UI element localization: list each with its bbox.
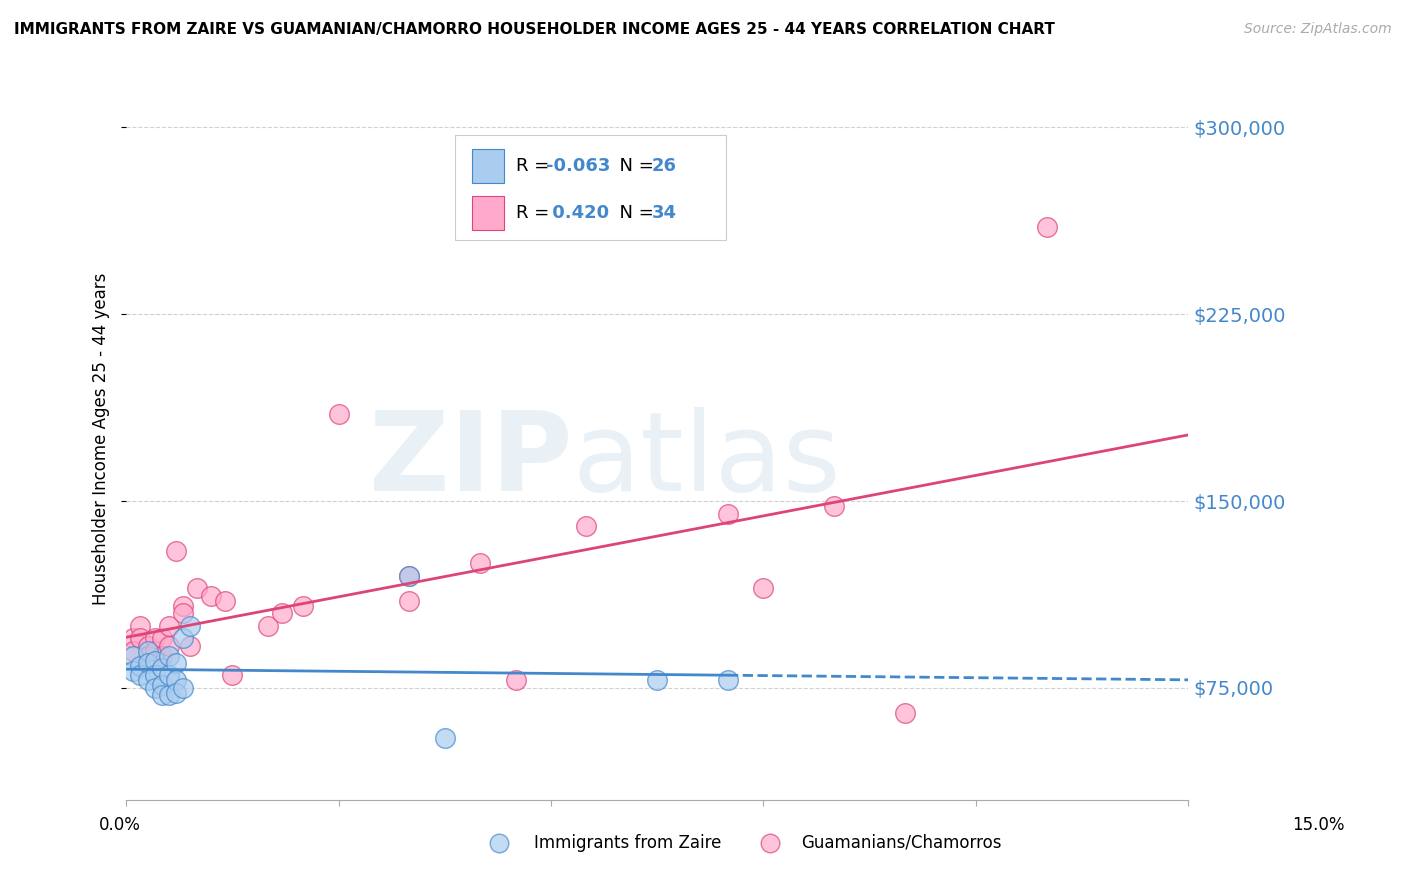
Point xyxy=(122,648,145,663)
Point xyxy=(894,706,917,720)
Point xyxy=(172,606,194,620)
Point xyxy=(488,836,510,850)
Point xyxy=(172,599,194,613)
Point xyxy=(823,499,845,513)
Point xyxy=(575,519,598,533)
Text: atlas: atlas xyxy=(572,407,841,514)
Point xyxy=(752,582,775,596)
FancyBboxPatch shape xyxy=(456,136,727,240)
Text: 0.420: 0.420 xyxy=(546,204,609,222)
Point xyxy=(122,643,145,657)
Point xyxy=(136,639,159,653)
Point xyxy=(143,668,166,682)
Point xyxy=(398,593,420,607)
Point xyxy=(172,631,194,645)
Point xyxy=(136,673,159,688)
Point xyxy=(157,689,180,703)
Text: Immigrants from Zaire: Immigrants from Zaire xyxy=(534,834,721,852)
Point xyxy=(157,668,180,682)
Point xyxy=(179,618,201,632)
Point xyxy=(165,686,187,700)
Point xyxy=(179,639,201,653)
Point xyxy=(157,639,180,653)
Text: R =: R = xyxy=(516,204,555,222)
Point xyxy=(143,643,166,657)
Point xyxy=(150,678,173,692)
Text: N =: N = xyxy=(609,204,659,222)
Point xyxy=(1035,219,1057,234)
Point xyxy=(398,569,420,583)
Point xyxy=(136,643,159,657)
Point xyxy=(143,681,166,695)
Text: 15.0%: 15.0% xyxy=(1292,816,1346,834)
Point xyxy=(214,593,236,607)
Point xyxy=(122,664,145,678)
Point xyxy=(292,599,315,613)
Point xyxy=(157,648,180,663)
Point xyxy=(165,673,187,688)
Point xyxy=(150,631,173,645)
Point xyxy=(717,507,740,521)
Text: N =: N = xyxy=(609,157,659,175)
Text: IMMIGRANTS FROM ZAIRE VS GUAMANIAN/CHAMORRO HOUSEHOLDER INCOME AGES 25 - 44 YEAR: IMMIGRANTS FROM ZAIRE VS GUAMANIAN/CHAMO… xyxy=(14,22,1054,37)
Text: 26: 26 xyxy=(652,157,676,175)
Point xyxy=(717,673,740,688)
Point xyxy=(165,544,187,558)
Point xyxy=(150,689,173,703)
Point xyxy=(157,618,180,632)
Text: -0.063: -0.063 xyxy=(546,157,610,175)
Text: 34: 34 xyxy=(652,204,676,222)
FancyBboxPatch shape xyxy=(472,149,505,183)
Point xyxy=(150,661,173,675)
Point xyxy=(221,668,243,682)
Text: 0.0%: 0.0% xyxy=(98,816,141,834)
FancyBboxPatch shape xyxy=(472,196,505,230)
Point xyxy=(136,656,159,670)
Text: Source: ZipAtlas.com: Source: ZipAtlas.com xyxy=(1244,22,1392,37)
Point xyxy=(200,589,222,603)
Text: ZIP: ZIP xyxy=(368,407,572,514)
Point xyxy=(136,648,159,663)
Point xyxy=(398,569,420,583)
Point xyxy=(186,582,208,596)
Point xyxy=(129,668,152,682)
Text: R =: R = xyxy=(516,157,555,175)
Point xyxy=(172,681,194,695)
Point xyxy=(150,648,173,663)
Point xyxy=(143,654,166,668)
Point xyxy=(129,658,152,673)
Point xyxy=(257,618,280,632)
Point xyxy=(271,606,294,620)
Point xyxy=(122,631,145,645)
Point xyxy=(129,618,152,632)
Point xyxy=(645,673,668,688)
Point xyxy=(328,407,350,421)
Y-axis label: Householder Income Ages 25 - 44 years: Householder Income Ages 25 - 44 years xyxy=(93,273,110,605)
Point xyxy=(165,656,187,670)
Point xyxy=(470,557,492,571)
Point xyxy=(759,836,782,850)
Text: Guamanians/Chamorros: Guamanians/Chamorros xyxy=(801,834,1002,852)
Point xyxy=(505,673,527,688)
Point xyxy=(129,631,152,645)
Point xyxy=(143,631,166,645)
Point xyxy=(433,731,456,745)
